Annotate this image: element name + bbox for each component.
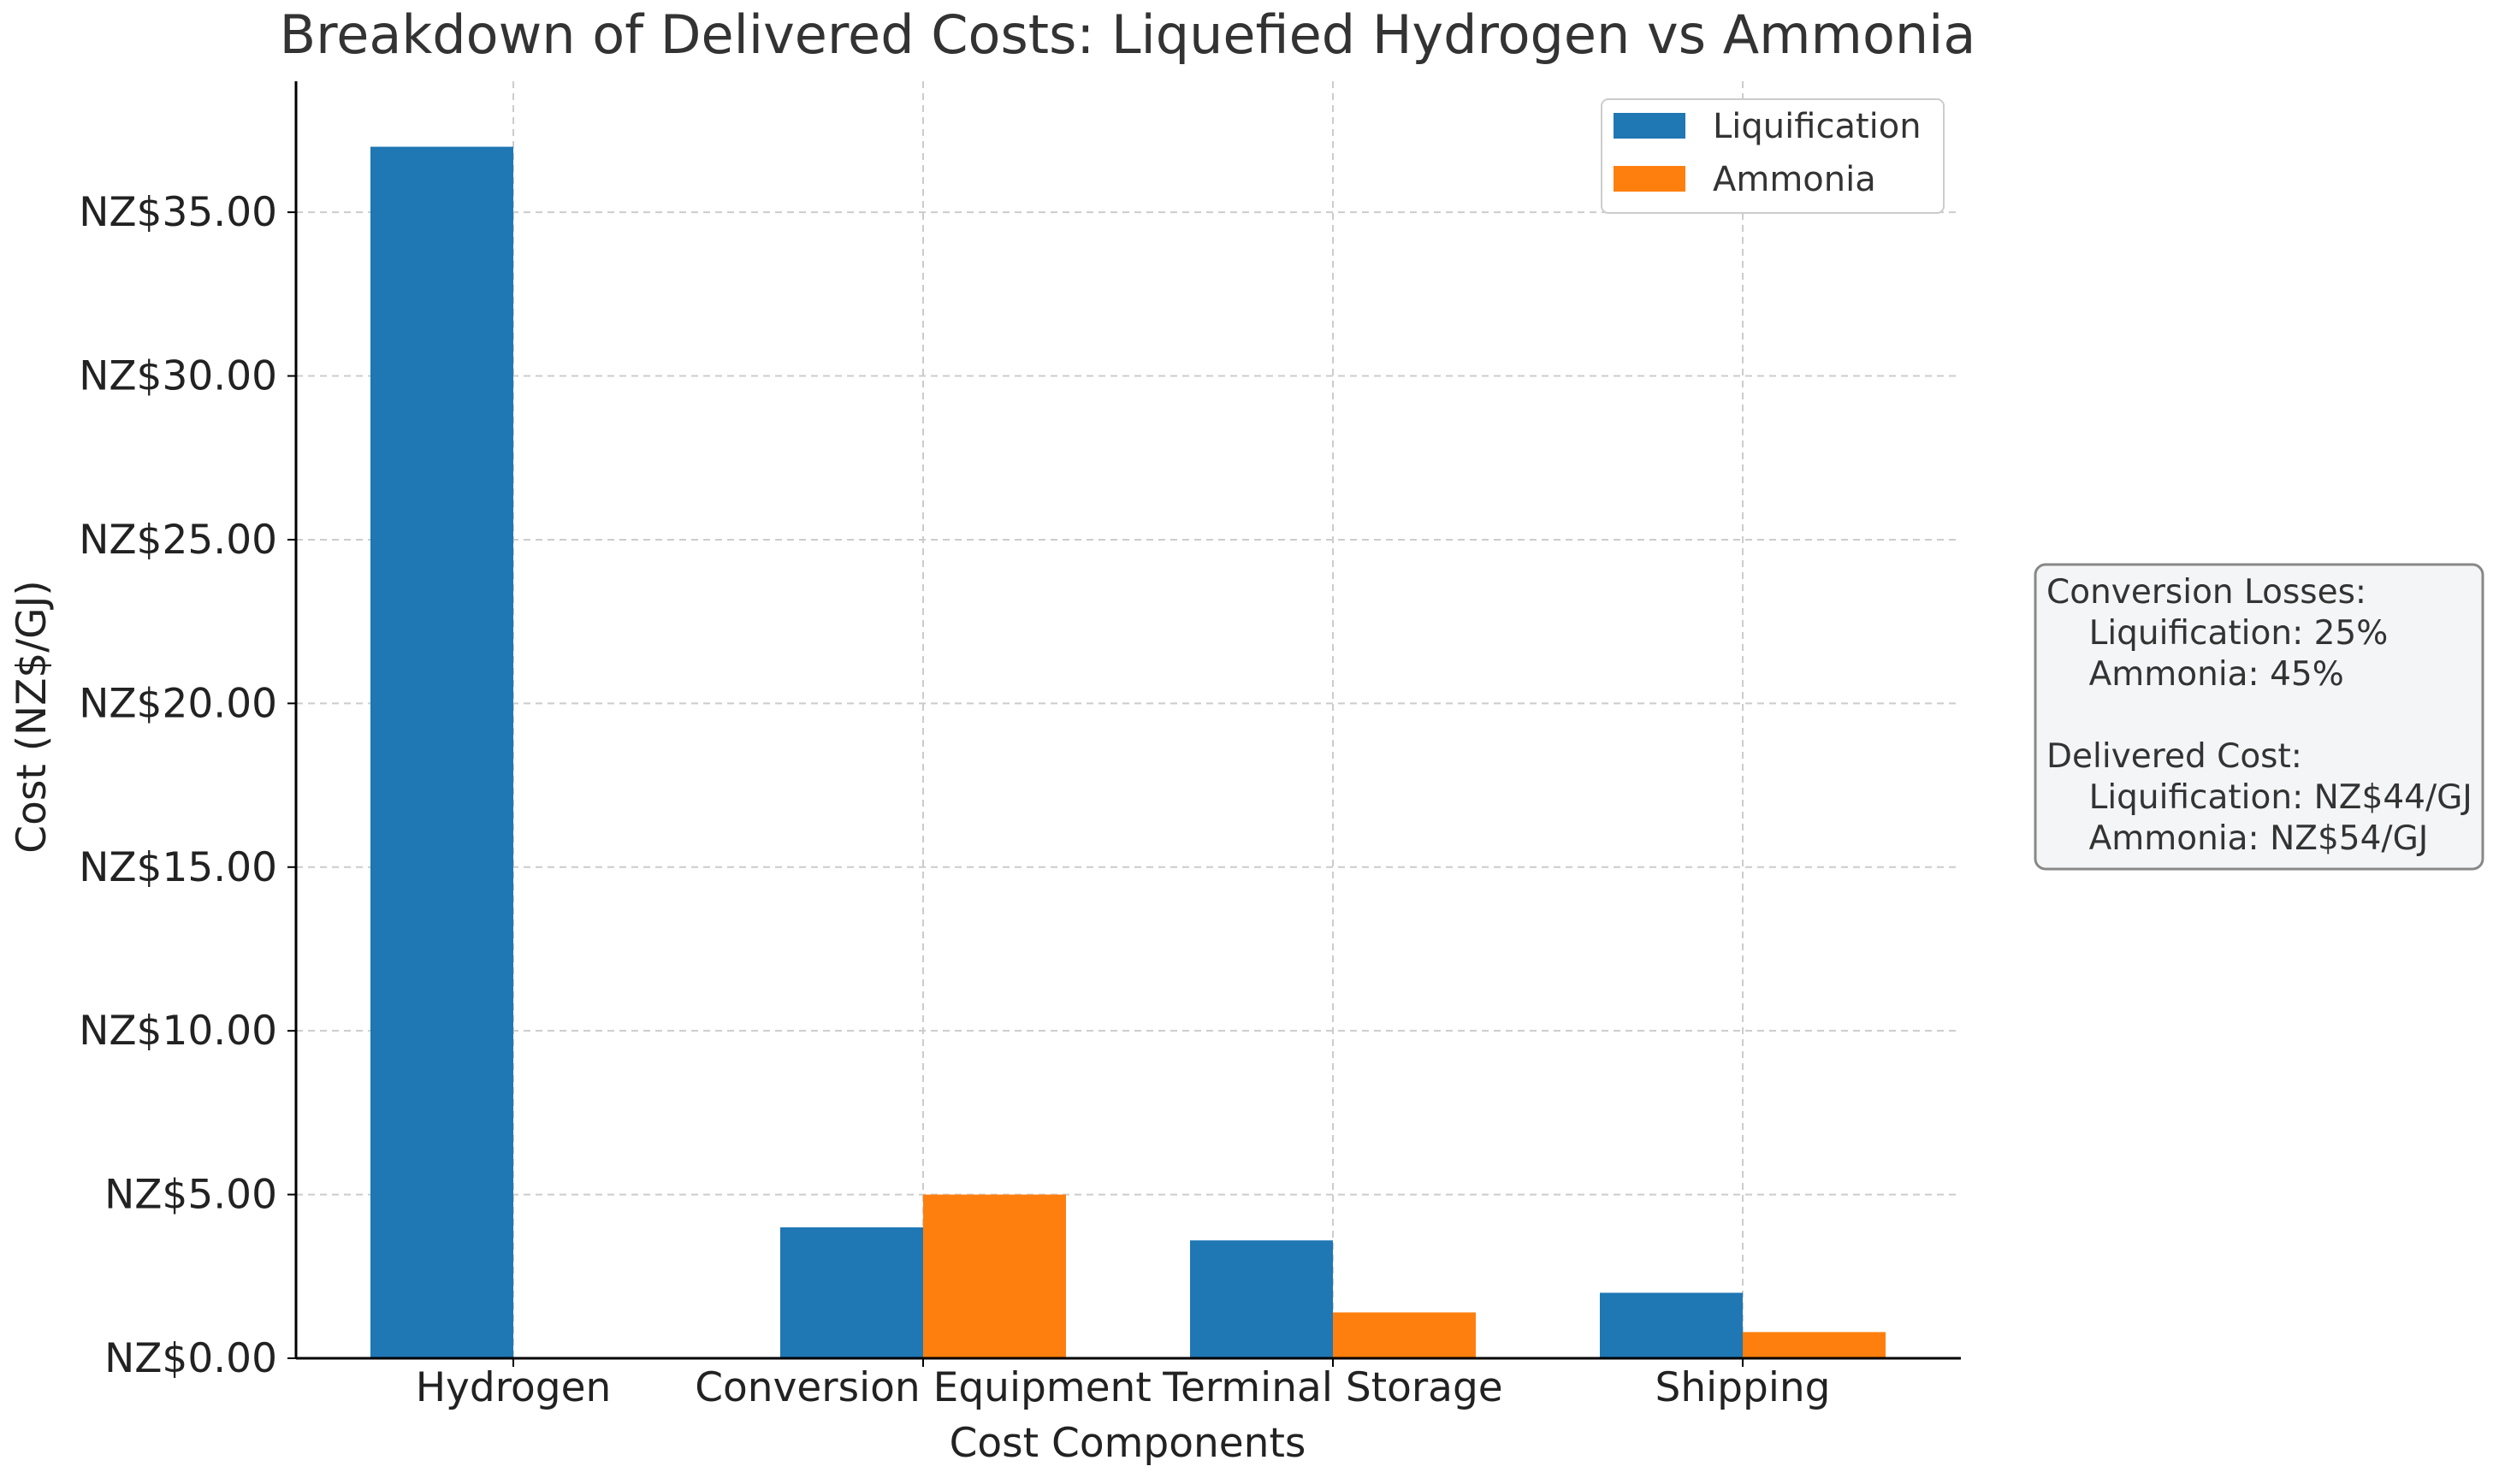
x-ticks: Hydrogen Conversion Equipment Terminal Sto… <box>416 1358 1831 1411</box>
annotation-line: Conversion Losses: <box>2046 573 2366 612</box>
y-tick-label: NZ$10.00 <box>79 1008 277 1055</box>
y-tick-label: NZ$30.00 <box>79 353 277 400</box>
x-axis-label: Cost Components <box>950 1420 1306 1467</box>
y-tick-label: NZ$25.00 <box>79 517 277 564</box>
x-tick-label: Conversion Equipment <box>695 1364 1152 1411</box>
x-tick-label: Hydrogen <box>416 1364 612 1411</box>
annotation-frame <box>2034 563 2484 871</box>
legend-label-ammonia: Ammonia <box>1713 160 1876 199</box>
axes <box>294 81 1961 1360</box>
annotation-line: Ammonia: NZ$54/GJ <box>2046 819 2428 858</box>
annotation-line: Delivered Cost: <box>2046 737 2302 776</box>
y-tick-label: NZ$5.00 <box>104 1172 277 1219</box>
grid <box>296 81 1961 1358</box>
bar-liquification-conversion-equipment <box>780 1227 923 1358</box>
annotation-line: Liquification: 25% <box>2046 614 2388 653</box>
bar-liquification-terminal-storage <box>1190 1240 1333 1358</box>
legend: Liquification Ammonia <box>1601 98 1945 214</box>
y-tick-label: NZ$20.00 <box>79 680 277 727</box>
x-tick-label: Shipping <box>1655 1364 1830 1411</box>
legend-swatch-liquification <box>1614 113 1685 139</box>
y-tick-label: NZ$15.00 <box>79 844 277 891</box>
bar-ammonia-conversion-equipment <box>923 1194 1066 1358</box>
annotation-line: Liquification: NZ$44/GJ <box>2046 778 2472 817</box>
legend-label-liquification: Liquification <box>1713 107 1922 146</box>
annotation-box: Conversion Losses: Liquification: 25% Am… <box>2034 563 2484 871</box>
legend-swatch-ammonia <box>1614 166 1685 192</box>
bar-liquification-hydrogen <box>370 146 513 1359</box>
y-tick-label: NZ$35.00 <box>79 189 277 236</box>
y-ticks: NZ$0.00 NZ$5.00 NZ$10.00 NZ$15.00 NZ$20.00 NZ… <box>79 189 296 1382</box>
y-tick-label: NZ$0.00 <box>104 1335 277 1382</box>
annotation-line: Ammonia: 45% <box>2046 655 2344 694</box>
y-axis-label: Cost (NZ$/GJ) <box>9 580 56 853</box>
bar-liquification-shipping <box>1600 1292 1743 1358</box>
bars <box>370 146 1886 1359</box>
x-tick-label: Terminal Storage <box>1162 1364 1502 1411</box>
bar-ammonia-terminal-storage <box>1333 1312 1476 1358</box>
legend-frame <box>1601 98 1945 214</box>
chart-title: Breakdown of Delivered Costs: Liquefied … <box>280 3 1976 66</box>
bar-ammonia-shipping <box>1743 1332 1886 1358</box>
